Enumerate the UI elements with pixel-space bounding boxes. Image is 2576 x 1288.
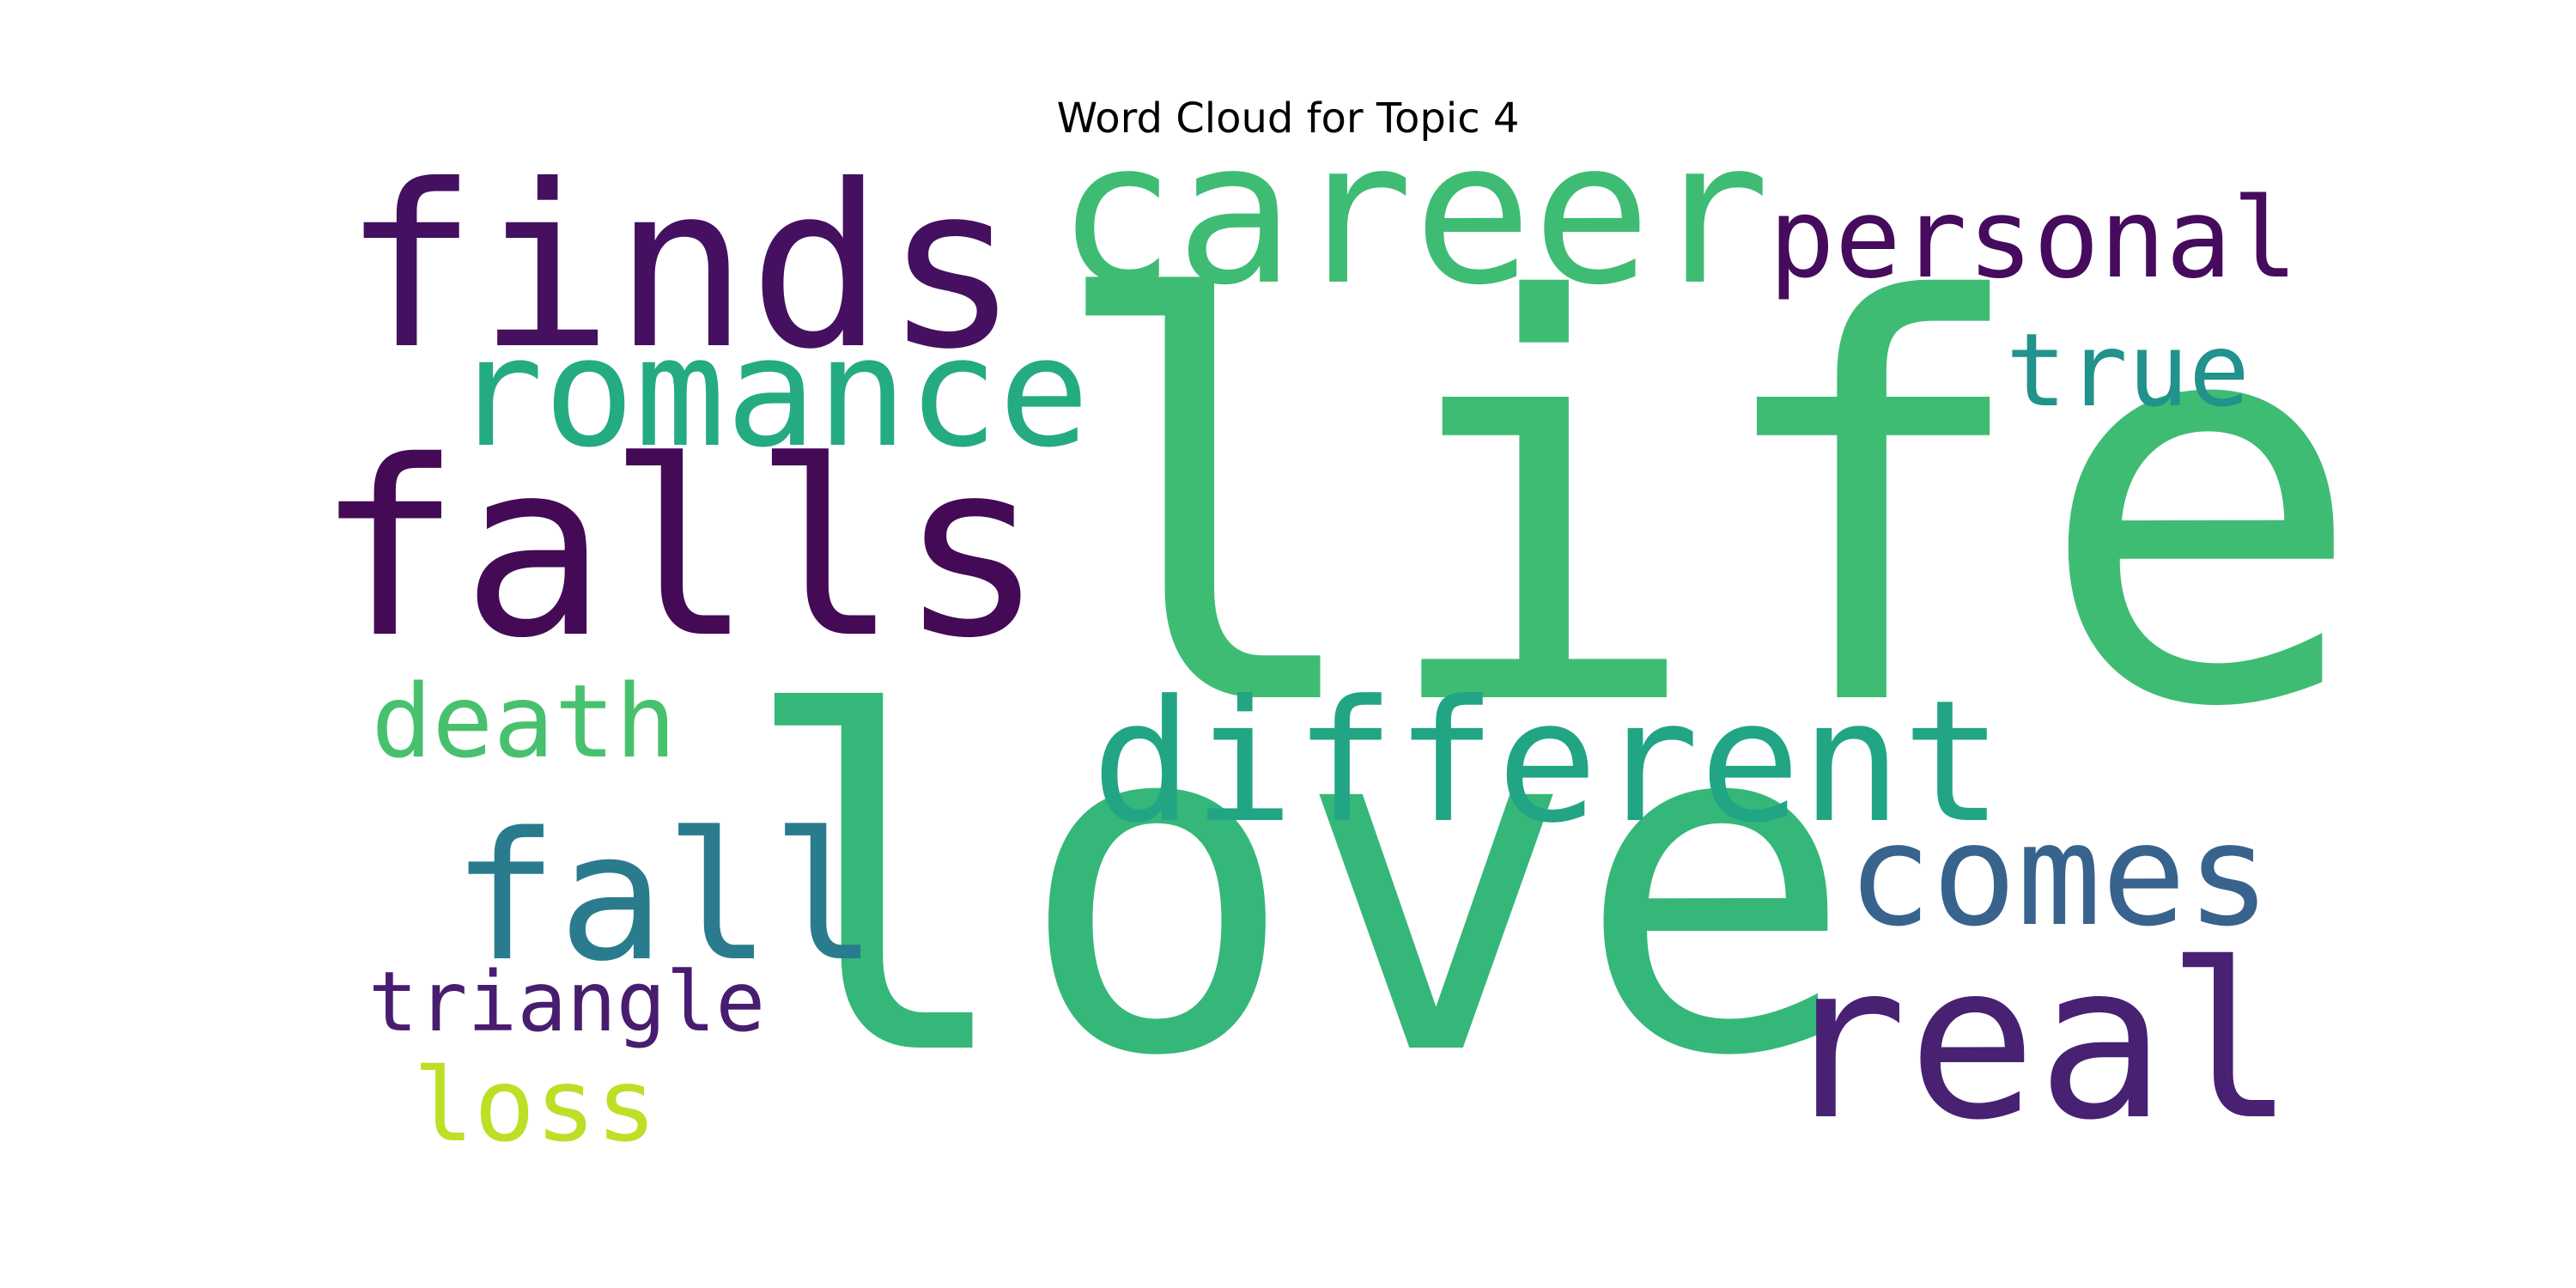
word-loss: loss [413,1046,657,1164]
chart-title: Word Cloud for Topic 4 [1056,94,1520,143]
word-finds: finds [343,137,1020,398]
word-life: life [1042,187,2366,827]
word-triangle: triangle [368,954,765,1050]
word-love: love [738,618,1855,1157]
word-career: career [1057,100,1771,329]
word-true: true [2006,311,2250,429]
word-death: death [371,662,676,781]
word-different: different [1091,665,2003,860]
word-real: real [1778,917,2295,1167]
word-falls: falls [316,409,1045,691]
word-comes: comes [1847,793,2271,957]
word-personal: personal [1769,175,2299,303]
word-fall: fall [452,794,878,1000]
word-romance: romance [453,305,1090,481]
